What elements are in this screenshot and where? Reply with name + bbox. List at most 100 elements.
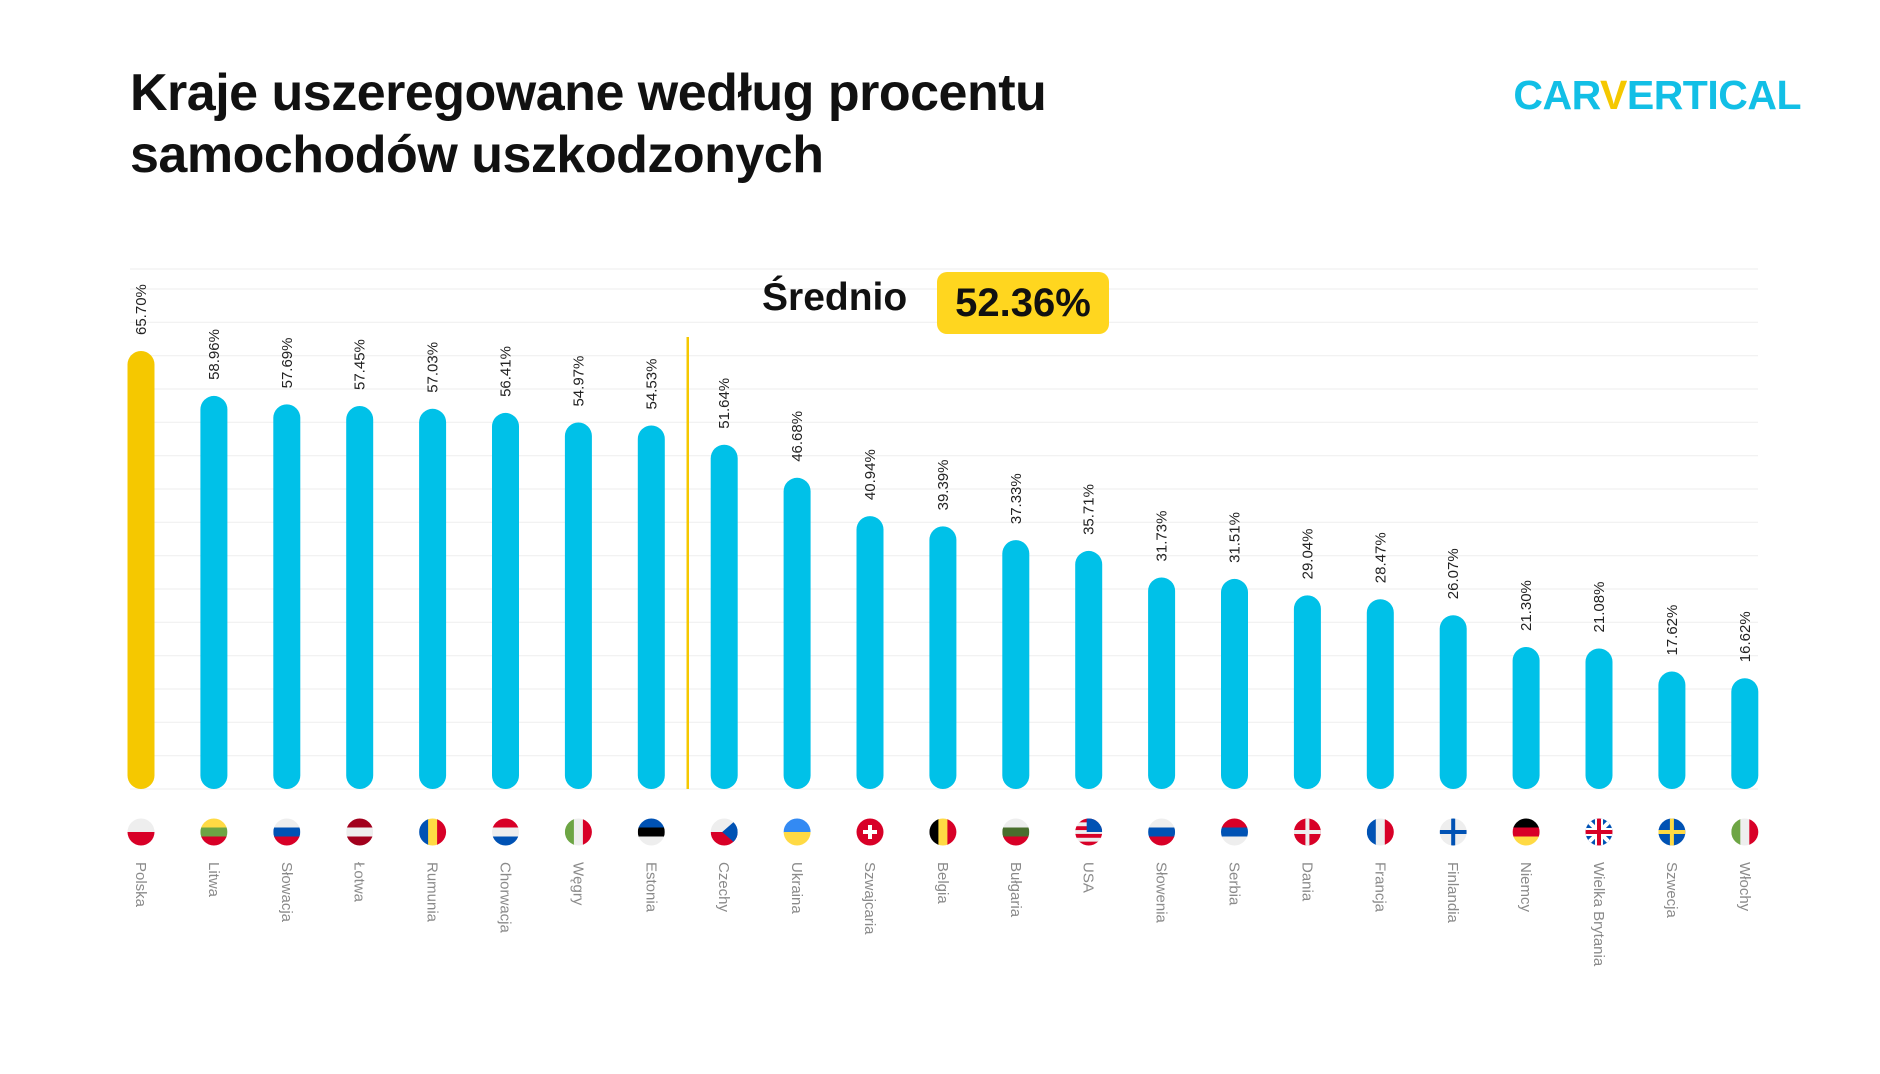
category-label: Szwecja	[1663, 862, 1680, 919]
value-label: 31.73%	[1154, 511, 1171, 562]
bar-Litwa	[200, 395, 228, 789]
logo-text: ERTICAL	[1626, 72, 1802, 118]
flag-icon-Serbia	[1221, 818, 1248, 846]
flag-icon-Polska	[127, 818, 155, 846]
bar-Niemcy	[1512, 647, 1540, 789]
flag-icon-Litwa	[200, 818, 228, 846]
bar-Rumunia	[419, 408, 447, 789]
category-label: USA	[1080, 862, 1097, 893]
bar-Szwecja	[1658, 671, 1686, 789]
value-label: 21.30%	[1518, 580, 1535, 631]
flag-icon-Estonia	[637, 818, 665, 846]
category-label: Litwa	[205, 862, 222, 898]
category-label: Czechy	[715, 862, 732, 913]
flag-icon-Wielka Brytania	[1585, 818, 1613, 846]
title-line-2: samochodów uszkodzonych	[130, 126, 824, 184]
category-label: Dania	[1298, 862, 1315, 902]
category-label: Ukraina	[788, 862, 805, 914]
value-label: 17.62%	[1664, 605, 1681, 656]
category-label: Bułgaria	[1007, 862, 1024, 918]
value-label: 21.08%	[1591, 582, 1608, 633]
flag-icon-Słowenia	[1148, 818, 1176, 846]
bar-Bułgaria	[1002, 540, 1030, 789]
flag-icon-Bułgaria	[1002, 818, 1030, 846]
category-label: Węgry	[569, 862, 586, 906]
flag-icon-Węgry	[564, 818, 592, 846]
category-label: Niemcy	[1517, 862, 1534, 913]
bar-Ukraina	[783, 477, 811, 789]
logo-check-v: V	[1599, 72, 1627, 118]
bar-Słowenia	[1148, 577, 1176, 789]
category-label: Serbia	[1226, 862, 1243, 906]
bar-Czechy	[710, 444, 738, 789]
value-label: 54.97%	[570, 356, 587, 407]
bar-Serbia	[1221, 578, 1248, 789]
title-line-1: Kraje uszeregowane według procentu	[130, 64, 1047, 122]
flag-icon-Łotwa	[346, 818, 374, 846]
average-value-badge: 52.36%	[937, 272, 1109, 334]
flag-icon-Słowacja	[273, 818, 301, 846]
category-label: Łotwa	[351, 862, 368, 903]
average-label: Średnio	[762, 276, 908, 319]
category-label: Belgia	[934, 862, 951, 904]
bar-Belgia	[929, 526, 957, 789]
value-label: 57.45%	[352, 339, 369, 390]
flag-icon-Szwecja	[1658, 818, 1686, 846]
flag-icon-Czechy	[710, 818, 738, 846]
bar-Słowacja	[273, 404, 301, 789]
value-label: 37.33%	[1008, 473, 1025, 524]
bar-Polska	[127, 351, 155, 789]
carvertical-logo: CARVERTICAL	[1513, 72, 1801, 119]
flag-icon-Dania	[1293, 818, 1321, 846]
category-label: Słowacja	[278, 862, 295, 923]
flag-icon-Finlandia	[1439, 818, 1467, 846]
value-label: 65.70%	[133, 284, 150, 335]
value-label: 16.62%	[1737, 611, 1754, 662]
flag-icon-Włochy	[1731, 818, 1759, 846]
flag-icon-Chorwacja	[492, 818, 519, 846]
value-label: 46.68%	[789, 411, 806, 462]
category-label: Włochy	[1736, 862, 1753, 912]
value-label: 54.53%	[643, 359, 660, 410]
category-label: Finlandia	[1444, 862, 1461, 924]
bar-Wielka Brytania	[1585, 648, 1613, 789]
flag-icon-Niemcy	[1512, 818, 1540, 846]
value-label: 28.47%	[1372, 532, 1389, 583]
value-label: 35.71%	[1081, 484, 1098, 535]
bar-Finlandia	[1439, 615, 1467, 789]
bar-USA	[1075, 550, 1103, 789]
value-label: 31.51%	[1227, 512, 1244, 563]
bar-Włochy	[1731, 678, 1759, 789]
bar-Dania	[1293, 595, 1321, 789]
value-label: 39.39%	[935, 460, 952, 511]
flag-icon-Rumunia	[419, 818, 447, 846]
bar-Szwajcaria	[856, 516, 884, 789]
bar-Chorwacja	[492, 412, 519, 789]
flag-icon-Szwajcaria	[856, 818, 884, 846]
category-label: Estonia	[642, 862, 659, 913]
category-label: Chorwacja	[497, 862, 514, 934]
category-label: Polska	[132, 862, 149, 908]
value-label: 40.94%	[862, 449, 879, 500]
category-label: Francja	[1371, 862, 1388, 913]
value-label: 51.64%	[716, 378, 733, 429]
category-label: Rumunia	[424, 862, 441, 923]
bar-Węgry	[564, 422, 592, 789]
value-label: 26.07%	[1445, 548, 1462, 599]
value-label: 57.69%	[279, 338, 296, 389]
flag-icon-Belgia	[929, 818, 957, 846]
bar-Estonia	[637, 425, 665, 789]
logo-text: CAR	[1513, 72, 1600, 118]
category-label: Słowenia	[1153, 862, 1170, 924]
flag-icon-Francja	[1366, 818, 1394, 846]
category-label: Szwajcaria	[861, 862, 878, 935]
bar-Francja	[1366, 599, 1394, 789]
flag-icon-USA	[1075, 818, 1103, 846]
chart-title: Kraje uszeregowane według procentu samoc…	[130, 62, 1047, 186]
value-label: 29.04%	[1299, 529, 1316, 580]
flag-icon-Ukraina	[783, 818, 811, 846]
bar-Łotwa	[346, 406, 374, 789]
value-label: 57.03%	[425, 342, 442, 393]
value-label: 58.96%	[206, 329, 223, 380]
